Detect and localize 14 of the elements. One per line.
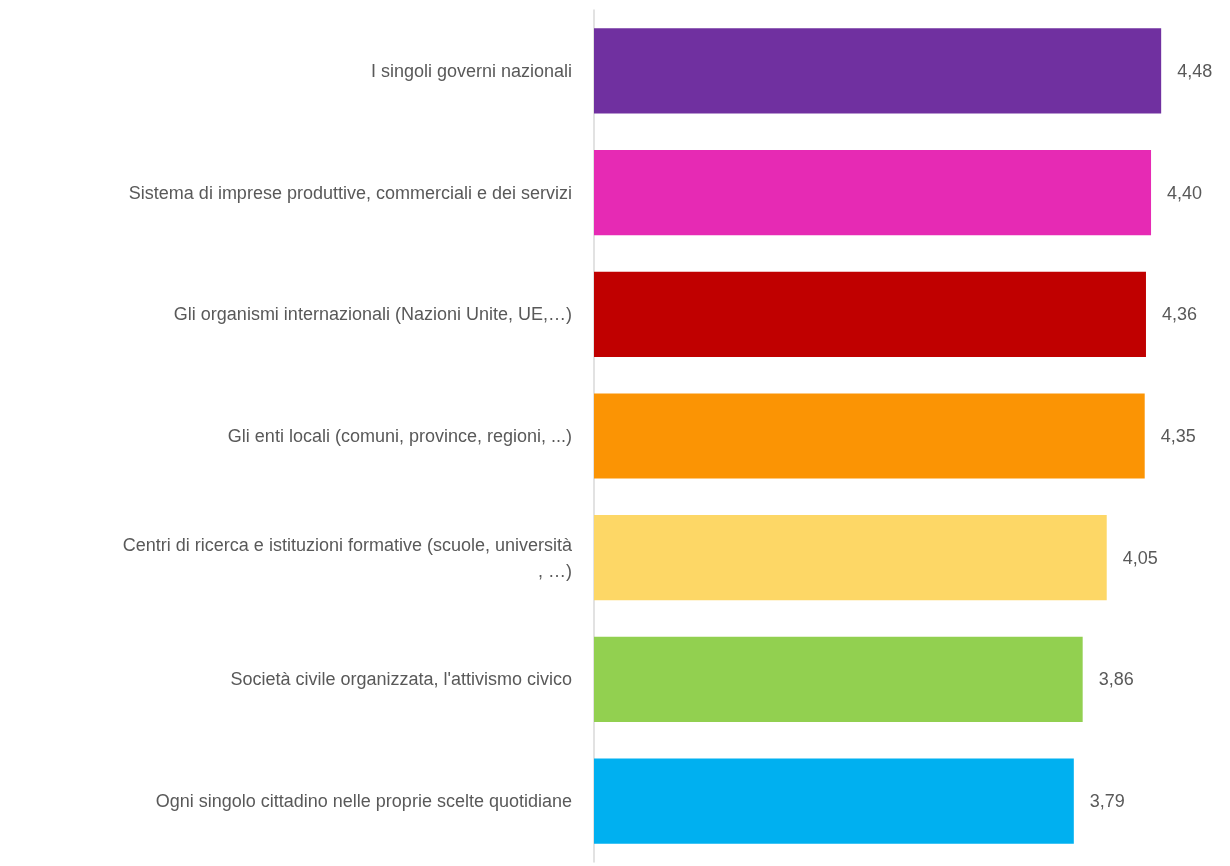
data-label: 4,35 [1160, 426, 1196, 446]
data-label: 4,36 [1161, 304, 1198, 325]
y-tick-label: I singoli governi nazionali [370, 60, 572, 81]
y-tick-label: Ogni singolo cittadino nelle proprie scelte quotidiane [155, 791, 572, 812]
y-tick-label: Gli organismi internazionali (Nazioni Unite, UE,…) [173, 304, 572, 325]
y-tick-label: Società civile organizzata, l'attivismo civico [230, 669, 572, 690]
data-label: 4,05 [1122, 547, 1158, 568]
y-tick-label: Sistema di imprese produttive, commerciali e dei servizi [128, 182, 572, 203]
y-tick-label: Centri di ricerca e istituzioni formative (scuole, università, …) [122, 534, 573, 581]
data-label: 3,79 [1089, 791, 1125, 812]
data-label: 4,48 [1177, 60, 1213, 81]
data-label: 4,40 [1167, 182, 1203, 203]
data-label: 3,86 [1098, 669, 1134, 690]
y-tick-label: Gli enti locali (comuni, province, regioni, ...) [227, 426, 572, 446]
